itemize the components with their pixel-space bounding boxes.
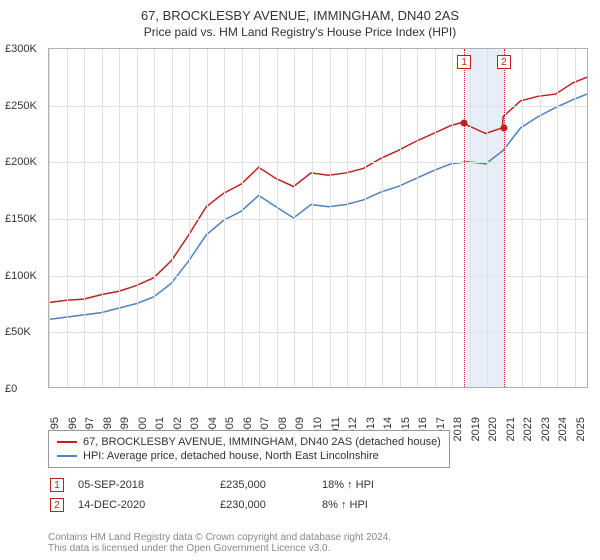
gridline-v	[207, 49, 208, 387]
gridline-v	[487, 49, 488, 387]
gridline-v	[242, 49, 243, 387]
event-price: £230,000	[220, 496, 320, 514]
legend: 67, BROCKLESBY AVENUE, IMMINGHAM, DN40 2…	[48, 430, 450, 468]
table-row: 1 05-SEP-2018 £235,000 18% ↑ HPI	[50, 476, 442, 494]
gridline-v	[259, 49, 260, 387]
event-marker-line	[464, 49, 465, 387]
y-axis-label: £0	[5, 383, 17, 395]
event-date: 05-SEP-2018	[78, 476, 218, 494]
gridline-v	[382, 49, 383, 387]
gridline-v	[575, 49, 576, 387]
footer-text: Contains HM Land Registry data © Crown c…	[48, 532, 391, 554]
event-tag: 2	[50, 498, 64, 512]
gridline-v	[102, 49, 103, 387]
gridline-v	[172, 49, 173, 387]
gridline-v	[67, 49, 68, 387]
x-axis-label: 2021	[505, 417, 517, 441]
event-date: 14-DEC-2020	[78, 496, 218, 514]
gridline-v	[435, 49, 436, 387]
gridline-v	[400, 49, 401, 387]
event-marker-line	[504, 49, 505, 387]
gridline-h	[49, 219, 587, 220]
chart-container: 67, BROCKLESBY AVENUE, IMMINGHAM, DN40 2…	[0, 0, 600, 560]
y-axis-label: £200K	[5, 156, 37, 168]
events-table: 1 05-SEP-2018 £235,000 18% ↑ HPI 2 14-DE…	[48, 474, 444, 516]
series-line-property_price	[49, 77, 587, 302]
x-axis-label: 2020	[488, 417, 500, 441]
legend-label: 67, BROCKLESBY AVENUE, IMMINGHAM, DN40 2…	[83, 436, 441, 448]
gridline-v	[522, 49, 523, 387]
gridline-v	[49, 49, 50, 387]
gridline-v	[119, 49, 120, 387]
legend-label: HPI: Average price, detached house, Nort…	[83, 450, 379, 462]
chart-subtitle: Price paid vs. HM Land Registry's House …	[0, 23, 600, 39]
gridline-v	[540, 49, 541, 387]
gridline-h	[49, 162, 587, 163]
chart-title: 67, BROCKLESBY AVENUE, IMMINGHAM, DN40 2…	[0, 0, 600, 23]
gridline-v	[330, 49, 331, 387]
gridline-v	[84, 49, 85, 387]
x-axis-label: 2024	[558, 417, 570, 441]
gridline-v	[417, 49, 418, 387]
event-tag: 1	[50, 478, 64, 492]
event-marker-tag: 1	[457, 55, 471, 69]
footer-line: Contains HM Land Registry data © Crown c…	[48, 532, 391, 543]
gridline-v	[347, 49, 348, 387]
y-axis-label: £100K	[5, 270, 37, 282]
y-axis-label: £300K	[5, 43, 37, 55]
x-axis-label: 2022	[523, 417, 535, 441]
footer-line: This data is licensed under the Open Gov…	[48, 543, 330, 554]
gridline-v	[505, 49, 506, 387]
legend-item: 67, BROCKLESBY AVENUE, IMMINGHAM, DN40 2…	[57, 435, 441, 449]
gridline-v	[557, 49, 558, 387]
event-price: £235,000	[220, 476, 320, 494]
legend-item: HPI: Average price, detached house, Nort…	[57, 449, 441, 463]
gridline-h	[49, 106, 587, 107]
y-axis-label: £150K	[5, 213, 37, 225]
gridline-v	[189, 49, 190, 387]
gridline-v	[137, 49, 138, 387]
event-pct: 8% ↑ HPI	[322, 496, 442, 514]
x-axis-label: 2023	[540, 417, 552, 441]
gridline-v	[224, 49, 225, 387]
gridline-h	[49, 276, 587, 277]
legend-swatch	[57, 455, 77, 457]
table-row: 2 14-DEC-2020 £230,000 8% ↑ HPI	[50, 496, 442, 514]
legend-swatch	[57, 441, 77, 443]
gridline-v	[154, 49, 155, 387]
x-axis-label: 2025	[575, 417, 587, 441]
gridline-v	[470, 49, 471, 387]
gridline-v	[365, 49, 366, 387]
x-axis-label: 2019	[470, 417, 482, 441]
line-chart-svg	[49, 49, 587, 387]
gridline-v	[452, 49, 453, 387]
event-marker-tag: 2	[497, 55, 511, 69]
y-axis-label: £50K	[5, 326, 31, 338]
gridline-v	[312, 49, 313, 387]
x-axis-label: 2018	[452, 417, 464, 441]
gridline-h	[49, 332, 587, 333]
y-axis-label: £250K	[5, 100, 37, 112]
event-marker-dot	[461, 119, 468, 126]
event-pct: 18% ↑ HPI	[322, 476, 442, 494]
gridline-v	[277, 49, 278, 387]
event-marker-dot	[500, 125, 507, 132]
gridline-v	[294, 49, 295, 387]
plot-area: £0£50K£100K£150K£200K£250K£300K199519961…	[48, 48, 588, 388]
